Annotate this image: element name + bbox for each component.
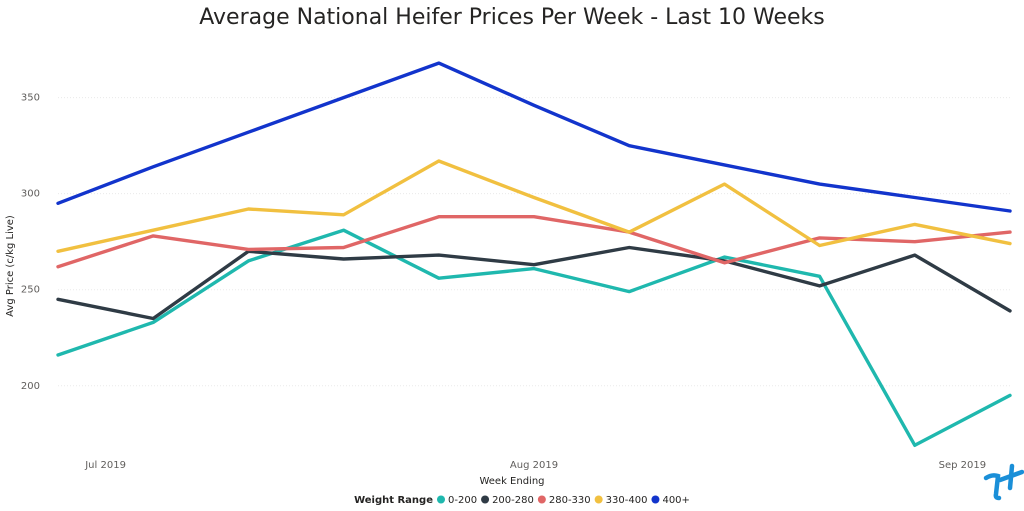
x-axis-ticks: Jul 2019 Aug 2019 Sep 2019 [84, 460, 986, 471]
y-tick-label: 300 [21, 189, 40, 200]
y-tick-label: 200 [21, 381, 40, 392]
legend-item-280-330: 280-330 [549, 495, 591, 506]
legend: Weight Range 0-200 200-280 280-330 330-400 4… [354, 495, 690, 506]
series-line-280-330 [56, 214, 1012, 269]
series-lines [56, 61, 1012, 447]
x-tick-label: Jul 2019 [84, 460, 126, 471]
legend-marker-0-200 [437, 495, 445, 504]
legend-marker-400+ [651, 495, 660, 504]
legend-marker-280-330 [537, 495, 546, 504]
y-axis-ticks: 200 250 300 350 [21, 93, 40, 392]
chart-title: Average National Heifer Prices Per Week … [199, 5, 824, 30]
series-line-0-200 [56, 228, 1012, 447]
series-line-330-400 [56, 159, 1012, 254]
legend-item-400+: 400+ [662, 495, 689, 506]
y-tick-label: 350 [21, 93, 40, 104]
x-tick-label: Aug 2019 [510, 460, 558, 471]
legend-marker-200-280 [481, 495, 490, 504]
brand-logo-mark [983, 473, 1002, 501]
series-line-400+ [56, 61, 1012, 213]
legend-title: Weight Range [354, 495, 433, 506]
x-axis-label: Week Ending [479, 476, 544, 487]
x-tick-label: Sep 2019 [939, 460, 986, 471]
brand-logo [983, 463, 1024, 501]
legend-item-0-200: 0-200 [448, 495, 477, 506]
legend-item-200-280: 200-280 [492, 495, 534, 506]
y-axis-label: Avg Price (c/kg Live) [5, 215, 16, 317]
legend-item-330-400: 330-400 [606, 495, 648, 506]
series-line-200-280 [56, 245, 1012, 321]
y-tick-label: 250 [21, 285, 40, 296]
legend-marker-330-400 [594, 495, 603, 504]
